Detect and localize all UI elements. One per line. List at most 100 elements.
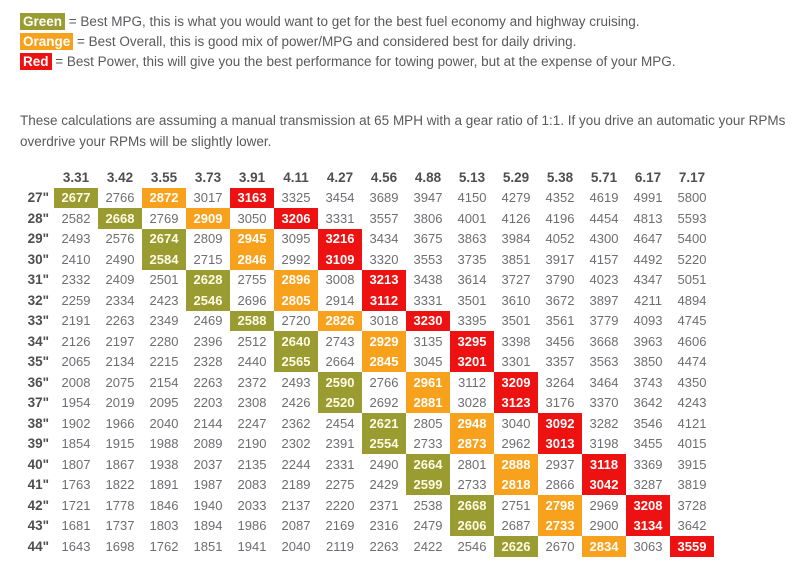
rpm-cell: 3743 [633, 374, 663, 390]
rpm-cell: 1940 [193, 497, 223, 513]
rpm-cell: 3897 [589, 292, 619, 308]
rpm-cell: 3779 [589, 313, 619, 329]
rpm-cell: 4647 [633, 231, 663, 247]
rpm-cell: 2664 [325, 354, 355, 370]
rpm-cell-best-power: 3209 [494, 372, 538, 393]
rpm-cell: 2332 [61, 272, 91, 288]
rpm-cell: 2259 [61, 292, 91, 308]
rpm-cell: 3028 [457, 395, 487, 411]
rpm-cell-best-mpg: 2520 [318, 392, 362, 413]
table-row: 44" 1643 1698 1762 1851 1941 2040 2119 2263 2422 2… [20, 536, 714, 557]
column-header: 5.38 [546, 169, 574, 185]
rpm-cell: 4126 [501, 210, 531, 226]
rpm-cell: 2331 [325, 456, 355, 472]
rpm-cell: 1822 [105, 477, 135, 493]
legend-text-red: = Best Power, this will give you the bes… [55, 54, 676, 69]
column-header: 4.88 [414, 169, 442, 185]
row-label: 42" [27, 497, 49, 513]
column-header: 6.17 [634, 169, 662, 185]
rpm-cell: 4279 [501, 190, 531, 206]
rpm-cell: 3398 [501, 333, 531, 349]
rpm-cell: 3501 [501, 313, 531, 329]
rpm-cell: 2801 [457, 456, 487, 472]
rpm-cell-best-overall: 2834 [582, 536, 626, 557]
table-row: 31" 2332 2409 2501 2628 2755 2896 3008 3213 3438 3… [20, 269, 714, 290]
rpm-cell: 2769 [149, 210, 179, 226]
table-row: 39" 1854 1915 1988 2089 2190 2302 2391 2554 2733 2… [20, 433, 714, 454]
rpm-cell: 3689 [369, 190, 399, 206]
rpm-cell: 2969 [589, 497, 619, 513]
rpm-cell: 2429 [369, 477, 399, 493]
row-label: 30" [27, 251, 49, 267]
rpm-cell: 1941 [237, 538, 267, 554]
rpm-cell: 2992 [281, 251, 311, 267]
rpm-cell: 1807 [61, 456, 91, 472]
rpm-cell: 2479 [413, 518, 443, 534]
rpm-cell: 2809 [193, 231, 223, 247]
rpm-cell: 2396 [193, 333, 223, 349]
rpm-cell: 1854 [61, 436, 91, 452]
rpm-cell: 3672 [545, 292, 575, 308]
rpm-cell: 3135 [413, 333, 443, 349]
rpm-cell: 2244 [281, 456, 311, 472]
rpm-cell: 3735 [457, 251, 487, 267]
column-header: 3.73 [194, 169, 222, 185]
rpm-cell: 2391 [325, 436, 355, 452]
rpm-cell: 4352 [545, 190, 575, 206]
rpm-cell: 2263 [105, 313, 135, 329]
rpm-cell: 3008 [325, 272, 355, 288]
row-label: 39" [27, 436, 49, 452]
rpm-cell: 2275 [325, 477, 355, 493]
table-row: 36" 2008 2075 2154 2263 2372 2493 2590 2766 2961 3… [20, 372, 714, 393]
rpm-cell: 3546 [633, 415, 663, 431]
rpm-cell-best-power: 3092 [538, 413, 582, 434]
column-header: 5.13 [458, 169, 486, 185]
rpm-cell: 2220 [325, 497, 355, 513]
rpm-cell-best-mpg: 2668 [450, 495, 494, 516]
row-label: 31" [27, 272, 49, 288]
table-row: 43" 1681 1737 1803 1894 1986 2087 2169 2316 2479 2… [20, 515, 714, 536]
rpm-cell-best-mpg: 2584 [142, 249, 186, 270]
rpm-cell: 4474 [677, 354, 707, 370]
rpm-cell: 2670 [545, 538, 575, 554]
table-row: 41" 1763 1822 1891 1987 2083 2189 2275 2429 2599 2… [20, 474, 714, 495]
rpm-cell: 3947 [413, 190, 443, 206]
rpm-cell: 3455 [633, 436, 663, 452]
rpm-cell: 3963 [633, 333, 663, 349]
rpm-cell-best-overall: 2961 [406, 372, 450, 393]
rpm-cell-best-power: 3230 [406, 310, 450, 331]
rpm-cell-best-mpg: 2664 [406, 454, 450, 475]
rpm-cell: 2490 [369, 456, 399, 472]
table-row: 40" 1807 1867 1938 2037 2135 2244 2331 2490 2664 2… [20, 454, 714, 475]
rpm-cell-best-overall: 2826 [318, 310, 362, 331]
rpm-cell: 1986 [237, 518, 267, 534]
rpm-cell: 3264 [545, 374, 575, 390]
rpm-cell: 3456 [545, 333, 575, 349]
rpm-cell: 3370 [589, 395, 619, 411]
column-header: 7.17 [678, 169, 706, 185]
rpm-cell-best-mpg: 2554 [362, 433, 406, 454]
rpm-cell-best-power: 3559 [670, 536, 714, 557]
rpm-cell: 3642 [677, 518, 707, 534]
rpm-cell: 4350 [677, 374, 707, 390]
rpm-cell: 2033 [237, 497, 267, 513]
rpm-cell: 3395 [457, 313, 487, 329]
rpm-cell: 3017 [193, 190, 223, 206]
legend-line-red: Red = Best Power, this will give you the… [20, 52, 791, 72]
rpm-cell: 2019 [105, 395, 135, 411]
table-row: 27" 2677 2766 2872 3017 3163 3325 3454 3689 3947 4… [20, 187, 714, 208]
rpm-cell: 2040 [281, 538, 311, 554]
rpm-cell: 3369 [633, 456, 663, 472]
rpm-cell-best-mpg: 2674 [142, 228, 186, 249]
rpm-cell: 2308 [237, 395, 267, 411]
rpm-cell: 3301 [501, 354, 531, 370]
rpm-table: 3.31 3.42 3.55 3.73 3.91 4.11 4.27 4.56 4.88 5.13… [20, 167, 714, 557]
rpm-cell-best-power: 3295 [450, 331, 494, 352]
rpm-cell: 3045 [413, 354, 443, 370]
rpm-cell: 3434 [369, 231, 399, 247]
column-header: 3.91 [238, 169, 266, 185]
rpm-cell: 4492 [633, 251, 663, 267]
rpm-cell: 2334 [105, 292, 135, 308]
rpm-cell: 2371 [369, 497, 399, 513]
rpm-cell: 1987 [193, 477, 223, 493]
